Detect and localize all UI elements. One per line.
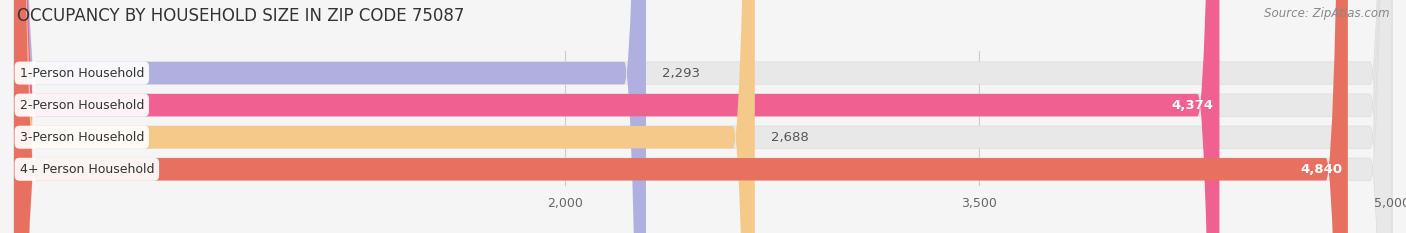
Text: 4+ Person Household: 4+ Person Household <box>20 163 155 176</box>
Text: 2,293: 2,293 <box>662 67 700 79</box>
FancyBboxPatch shape <box>14 0 1392 233</box>
FancyBboxPatch shape <box>14 0 645 233</box>
Text: 2,688: 2,688 <box>772 131 808 144</box>
Text: 2-Person Household: 2-Person Household <box>20 99 143 112</box>
Text: 4,374: 4,374 <box>1173 99 1213 112</box>
FancyBboxPatch shape <box>14 0 1348 233</box>
FancyBboxPatch shape <box>14 0 1392 233</box>
Text: 1-Person Household: 1-Person Household <box>20 67 143 79</box>
FancyBboxPatch shape <box>14 0 1219 233</box>
FancyBboxPatch shape <box>14 0 755 233</box>
Text: 3-Person Household: 3-Person Household <box>20 131 143 144</box>
FancyBboxPatch shape <box>14 0 1392 233</box>
FancyBboxPatch shape <box>14 0 1392 233</box>
Text: Source: ZipAtlas.com: Source: ZipAtlas.com <box>1264 7 1389 20</box>
Text: 4,840: 4,840 <box>1301 163 1343 176</box>
Text: OCCUPANCY BY HOUSEHOLD SIZE IN ZIP CODE 75087: OCCUPANCY BY HOUSEHOLD SIZE IN ZIP CODE … <box>17 7 464 25</box>
